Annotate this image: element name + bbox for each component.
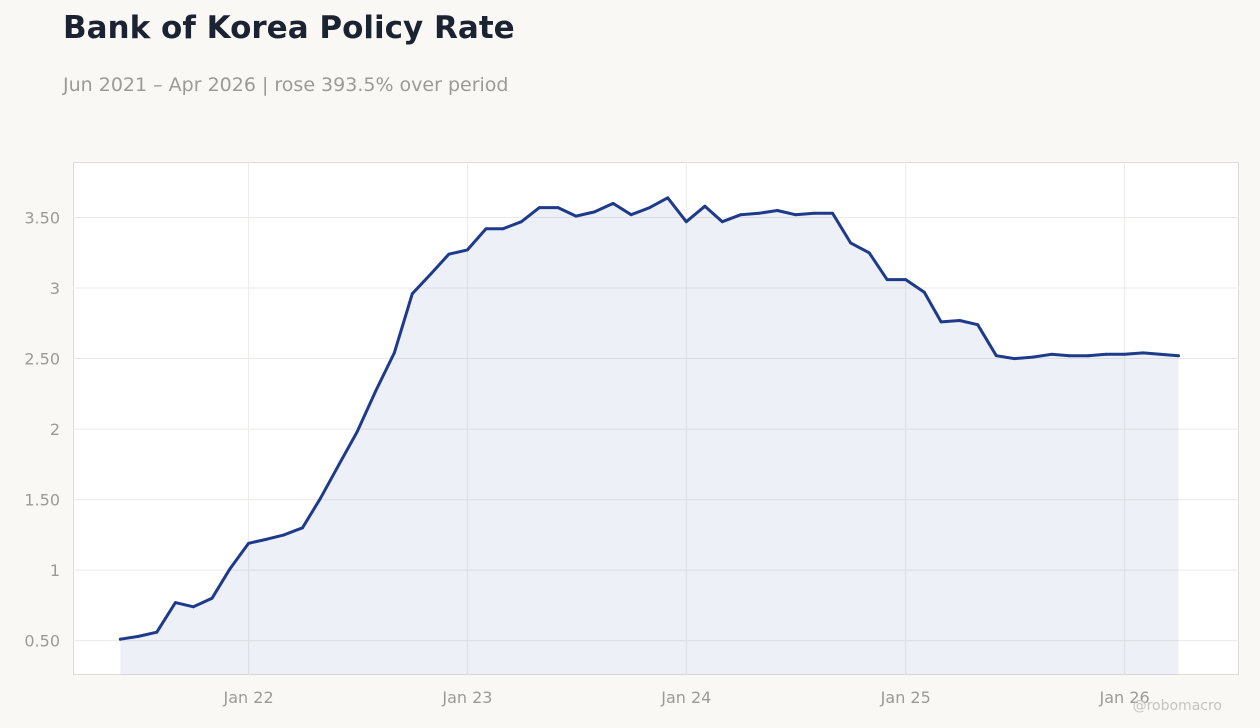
- x-tick-label: Jan 24: [660, 688, 711, 707]
- data-point: [703, 204, 707, 208]
- data-point: [629, 213, 633, 217]
- data-point: [666, 196, 670, 200]
- data-point: [648, 206, 652, 210]
- data-point: [265, 537, 269, 541]
- data-point: [429, 272, 433, 276]
- data-point: [520, 220, 523, 224]
- data-point: [1104, 352, 1108, 356]
- data-point: [922, 290, 926, 294]
- data-point: [174, 601, 177, 604]
- y-tick-label: 2: [50, 420, 60, 439]
- chart-subtitle: Jun 2021 – Apr 2026 | rose 393.5% over p…: [63, 74, 509, 96]
- chart-title: Bank of Korea Policy Rate: [63, 10, 515, 46]
- y-tick-label: 1: [50, 561, 60, 580]
- data-point: [228, 567, 232, 571]
- data-point: [757, 211, 761, 215]
- data-point: [958, 319, 962, 322]
- watermark: @robomacro: [1132, 698, 1222, 714]
- y-tick-label: 1.50: [24, 491, 60, 510]
- data-point: [720, 220, 724, 224]
- data-point: [556, 206, 560, 210]
- data-point: [867, 251, 871, 255]
- data-point: [831, 211, 834, 215]
- data-point: [1050, 352, 1053, 356]
- data-point: [812, 211, 816, 215]
- data-point: [210, 596, 214, 600]
- data-point: [282, 533, 286, 537]
- x-tick-label: Jan 23: [441, 688, 492, 707]
- data-point: [118, 637, 122, 641]
- axis-labels: 0.50 1 1.50 2 2.50 3 3.50 Jan 22 Jan 23 Jan 24 Jan…: [24, 209, 1149, 707]
- data-point: [136, 635, 140, 638]
- data-point: [337, 462, 341, 466]
- data-point: [501, 227, 505, 231]
- data-point: [776, 209, 779, 212]
- data-point: [410, 292, 414, 296]
- y-tick-label: 3: [50, 279, 60, 298]
- x-tick-label: Jan 22: [223, 688, 274, 707]
- x-tick-label: Jan 26: [1099, 688, 1150, 707]
- series-area: [120, 197, 1179, 675]
- data-point: [319, 496, 322, 500]
- data-point: [1141, 351, 1145, 355]
- data-point: [976, 323, 980, 327]
- data-point: [355, 430, 359, 434]
- data-point: [1086, 354, 1090, 358]
- data-point: [593, 210, 596, 214]
- data-point: [447, 252, 451, 256]
- data-point: [611, 202, 615, 205]
- y-tick-label: 3.50: [24, 209, 60, 228]
- data-layer: [118, 196, 1180, 675]
- data-point: [1068, 354, 1071, 358]
- data-point: [1158, 352, 1162, 356]
- data-point: [885, 278, 889, 281]
- data-point: [301, 526, 304, 530]
- data-point: [466, 248, 469, 252]
- x-tick-label: Jan 25: [880, 688, 931, 707]
- data-point: [1012, 357, 1016, 360]
- y-tick-label: 2.50: [24, 350, 60, 369]
- data-point: [939, 320, 943, 324]
- data-point: [1031, 355, 1035, 359]
- data-point: [484, 227, 488, 231]
- data-point: [374, 389, 378, 393]
- data-point: [538, 206, 541, 210]
- data-point: [904, 278, 908, 281]
- data-point: [1123, 352, 1126, 356]
- data-point: [994, 354, 998, 358]
- grid-lines: [73, 162, 1239, 675]
- plot-area: [73, 162, 1239, 675]
- data-point: [684, 220, 688, 224]
- data-point: [192, 605, 195, 609]
- data-point: [794, 213, 797, 217]
- data-point: [392, 351, 396, 355]
- data-point: [155, 630, 159, 634]
- data-point: [247, 541, 251, 545]
- y-tick-label: 0.50: [24, 632, 60, 651]
- data-point: [574, 214, 578, 218]
- data-point: [1177, 354, 1180, 358]
- data-point: [849, 241, 852, 245]
- data-point: [739, 213, 743, 217]
